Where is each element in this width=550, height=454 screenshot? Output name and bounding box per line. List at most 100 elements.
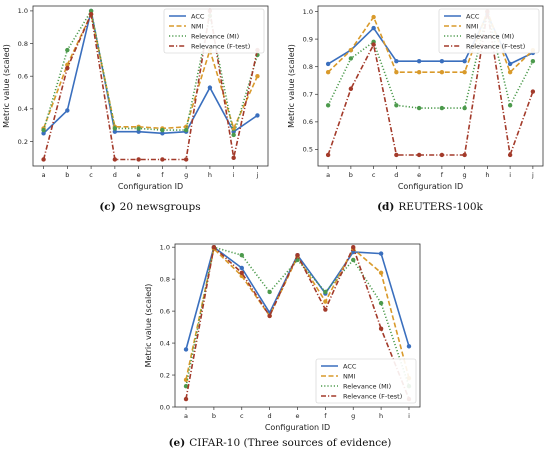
y-tick-label: 0.8 <box>160 275 170 283</box>
x-tick-label: h <box>485 171 489 179</box>
legend-entry: NMI <box>191 22 203 30</box>
x-tick-label: j <box>531 171 534 179</box>
series-line-relevance-f-test <box>42 10 259 161</box>
data-point <box>255 113 260 118</box>
legend-entry: ACC <box>466 12 480 20</box>
y-tick-label: 1.0 <box>160 243 170 251</box>
data-point <box>439 105 445 111</box>
data-point <box>112 129 118 134</box>
panel-caption: (e) CIFAR-10 (Three sources of evidence) <box>169 437 392 449</box>
series-line-acc <box>43 10 258 135</box>
legend-entry: Relevance (MI) <box>466 32 514 40</box>
y-tick-label: 0.6 <box>303 118 313 126</box>
x-tick-label: b <box>212 412 216 420</box>
panel-caption: (c) 20 newsgroups <box>99 201 200 213</box>
legend-entry: Relevance (F-test) <box>343 392 402 400</box>
y-tick-label: 0.4 <box>160 339 170 347</box>
data-point <box>439 152 445 158</box>
data-point <box>351 257 356 263</box>
data-point <box>507 61 513 67</box>
data-point <box>394 152 399 158</box>
data-point <box>160 127 165 133</box>
y-tick-label: 0.6 <box>18 73 28 81</box>
data-point <box>160 157 165 162</box>
data-point <box>239 252 244 258</box>
data-point <box>371 42 376 47</box>
x-tick-label: c <box>89 171 93 179</box>
legend-box <box>315 358 417 404</box>
series-line-nmi <box>42 11 259 131</box>
y-axis-label: Metric value (scaled) <box>2 44 11 128</box>
data-point <box>41 127 46 133</box>
data-point <box>416 58 422 64</box>
data-point <box>325 70 331 75</box>
y-tick-label: 0.8 <box>303 63 313 71</box>
panel-caption: (d) REUTERS-100k <box>377 201 483 213</box>
x-axis-label: Configuration ID <box>265 423 330 432</box>
series-line-relevance-f-test <box>327 11 534 156</box>
data-point <box>348 56 354 61</box>
x-tick-label: e <box>137 171 141 179</box>
data-point <box>255 74 260 79</box>
x-tick-label: f <box>441 171 444 179</box>
data-point <box>348 86 354 91</box>
x-axis-label: Configuration ID <box>118 182 183 191</box>
data-point <box>183 396 189 402</box>
legend-entry: NMI <box>466 22 478 30</box>
data-point <box>183 157 189 162</box>
x-tick-label: c <box>372 171 376 179</box>
caption-text: 20 newsgroups <box>120 201 201 213</box>
x-tick-label: e <box>417 171 421 179</box>
data-point <box>394 70 399 75</box>
data-point <box>371 25 376 31</box>
data-point <box>88 11 94 17</box>
data-point <box>267 289 272 295</box>
data-point <box>323 289 328 295</box>
y-tick-label: 0.6 <box>160 307 170 315</box>
data-point <box>416 152 422 158</box>
x-tick-label: g <box>184 171 188 179</box>
caption-text: CIFAR-10 (Three sources of evidence) <box>189 437 391 449</box>
data-point <box>239 265 244 271</box>
data-point <box>462 70 467 75</box>
caption-letter: (d) <box>377 201 394 213</box>
x-tick-label: g <box>463 171 467 179</box>
x-tick-label: b <box>65 171 69 179</box>
series-line-relevance-mi <box>42 8 259 136</box>
y-tick-label: 0.9 <box>303 35 313 43</box>
data-point <box>394 103 399 108</box>
data-point <box>378 251 384 256</box>
data-point <box>112 157 118 162</box>
x-tick-label: h <box>208 171 212 179</box>
data-point <box>136 126 141 131</box>
legend-entry: ACC <box>343 362 357 370</box>
data-point <box>439 70 445 75</box>
legend-entry: Relevance (MI) <box>343 382 391 390</box>
data-point <box>378 270 384 275</box>
data-point <box>371 14 376 20</box>
data-point <box>239 270 244 275</box>
data-point <box>295 252 300 258</box>
data-point <box>530 89 536 94</box>
y-tick-label: 0.7 <box>303 91 313 99</box>
data-point <box>183 384 189 389</box>
x-tick-label: b <box>349 171 353 179</box>
y-tick-label: 1.0 <box>18 7 28 15</box>
x-tick-label: i <box>408 412 410 420</box>
legend-entry: Relevance (MI) <box>191 32 239 40</box>
x-axis-label: Configuration ID <box>398 182 463 191</box>
data-point <box>88 8 94 14</box>
data-point <box>325 152 331 158</box>
data-point <box>462 152 467 158</box>
data-point <box>112 126 118 131</box>
data-point <box>378 300 384 306</box>
data-point <box>462 58 467 64</box>
x-tick-label: a <box>326 171 330 179</box>
data-point <box>507 152 513 158</box>
x-tick-label: g <box>351 412 355 420</box>
legend-box <box>438 8 540 54</box>
data-point <box>211 244 217 250</box>
x-tick-label: a <box>42 171 46 179</box>
data-point <box>183 347 189 352</box>
